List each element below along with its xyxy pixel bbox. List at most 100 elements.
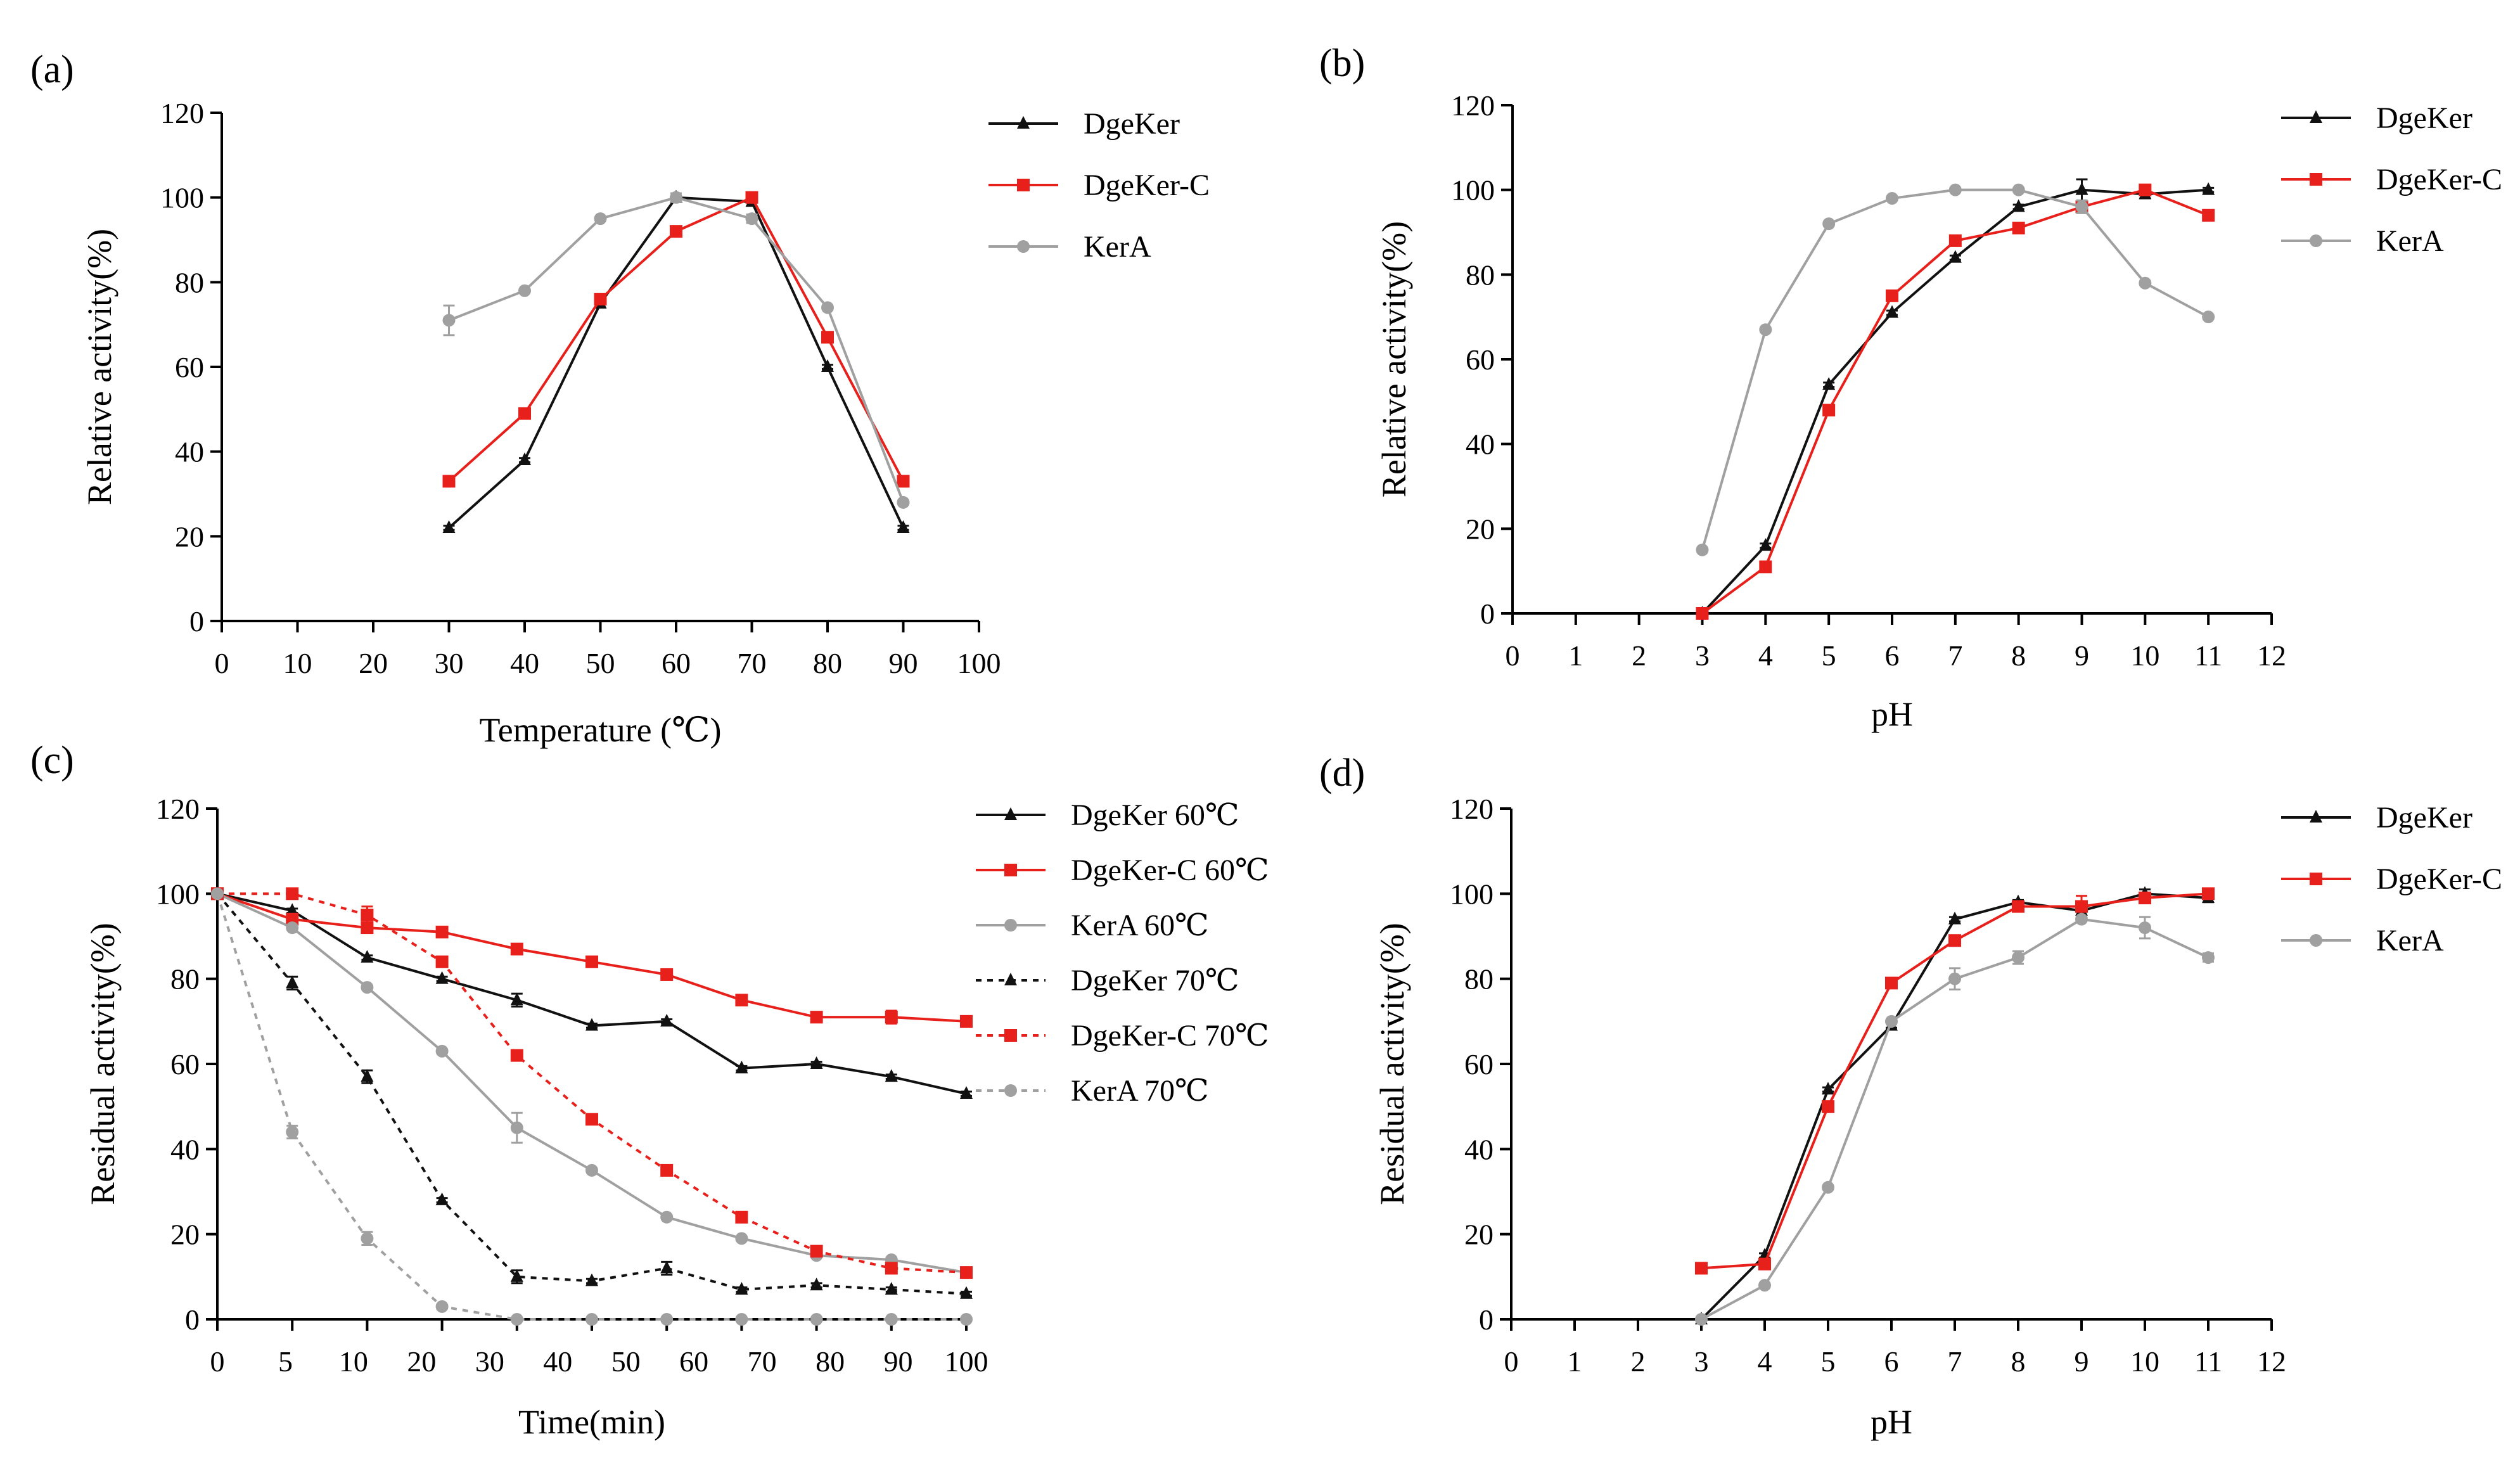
y-tick-label: 60	[1464, 1048, 1493, 1080]
data-point	[1759, 560, 1772, 573]
data-point	[1695, 1313, 1708, 1326]
x-tick-label: 90	[889, 647, 918, 679]
y-tick-label: 120	[1450, 793, 1493, 825]
series-dgeker-c	[442, 191, 910, 488]
legend-marker	[2310, 234, 2322, 247]
data-point	[361, 981, 374, 994]
series-line	[448, 196, 905, 529]
data-point	[2012, 199, 2025, 212]
legend-label: DgeKer-C	[1084, 169, 1210, 202]
x-tick-label: 80	[815, 1345, 845, 1378]
data-point	[1759, 323, 1772, 336]
y-tick-label: 60	[175, 351, 204, 383]
legend-marker	[2310, 873, 2322, 885]
series-line	[216, 893, 967, 1295]
x-axis-label: Temperature (℃)	[480, 711, 722, 749]
series-dgeker-c-70	[211, 887, 973, 1279]
data-point	[1822, 377, 1836, 390]
data-point	[2202, 208, 2215, 222]
data-point	[1948, 250, 1962, 263]
x-tick-label: 10	[339, 1345, 368, 1378]
series-line	[217, 892, 967, 1274]
legend-marker	[1017, 179, 1030, 191]
series-dgeker-70	[211, 886, 973, 1299]
legend-marker	[2310, 810, 2322, 823]
series-line	[448, 196, 905, 482]
y-tick-label: 0	[1480, 598, 1495, 630]
x-tick-label: 30	[475, 1345, 504, 1378]
y-tick-label: 120	[156, 793, 200, 825]
legend-label: DgeKer	[1084, 107, 1180, 141]
series-dgeker-c-60	[211, 887, 973, 1028]
x-tick-label: 0	[1504, 1345, 1519, 1378]
x-tick-label: 100	[945, 1345, 988, 1378]
data-point	[435, 1044, 449, 1058]
series-dgeker-c	[1695, 887, 2215, 1275]
y-axis-label: Relative activity(%)	[80, 229, 118, 505]
series-kera-70	[211, 887, 973, 1326]
legend-entry: DgeKer 70℃	[976, 964, 1239, 997]
y-tick-label: 80	[170, 963, 200, 996]
legend-marker	[1017, 116, 1030, 129]
data-point	[810, 1056, 823, 1069]
data-point	[810, 1245, 823, 1258]
panel-label: (a)	[30, 48, 74, 91]
panel-label: (b)	[1319, 42, 1365, 85]
y-tick-label: 60	[1466, 343, 1495, 376]
y-tick-label: 100	[1450, 878, 1493, 910]
data-point	[810, 1011, 823, 1024]
data-point	[810, 1313, 823, 1326]
y-tick-label: 20	[175, 520, 204, 553]
data-point	[1758, 1279, 1771, 1292]
x-tick-label: 30	[435, 647, 464, 679]
x-tick-label: 100	[957, 647, 1001, 679]
data-point	[885, 1011, 898, 1024]
x-tick-label: 1	[1568, 1345, 1582, 1378]
data-point	[670, 191, 682, 204]
legend-entry: DgeKer-C 70℃	[976, 1019, 1269, 1053]
x-tick-label: 8	[2011, 1345, 2026, 1378]
x-axis-label: pH	[1871, 695, 1913, 733]
y-axis-label: Relative activity(%)	[1375, 221, 1413, 497]
legend-label: KerA	[2376, 924, 2444, 957]
x-tick-label: 12	[2257, 639, 2286, 672]
y-tick-label: 60	[170, 1048, 200, 1080]
data-point	[1696, 607, 1709, 620]
data-point	[585, 1273, 598, 1286]
data-point	[735, 1060, 748, 1073]
data-point	[2075, 200, 2088, 214]
data-point	[745, 191, 758, 204]
data-point	[735, 994, 748, 1007]
data-point	[2075, 182, 2088, 195]
legend-label: DgeKer 70℃	[1071, 964, 1239, 997]
panel-a: (a) 0 20 40 60 80 100 120 0 10 20 30 40 50 60 70 80 90 100…	[30, 48, 1210, 749]
data-point	[442, 314, 456, 327]
legend-label: DgeKer-C	[2376, 862, 2502, 896]
legend-entry: DgeKer	[988, 107, 1180, 141]
data-point	[670, 225, 682, 238]
data-point	[735, 1313, 748, 1326]
series-kera-60	[211, 887, 973, 1279]
data-point	[885, 1313, 898, 1326]
legend-entry: KerA	[2281, 224, 2444, 258]
data-point	[735, 1281, 748, 1295]
data-point	[2139, 276, 2152, 290]
data-point	[660, 1163, 674, 1177]
y-tick-label: 120	[1451, 89, 1495, 122]
data-point	[660, 1210, 674, 1224]
data-point	[960, 1313, 973, 1326]
legend-label: KerA	[1084, 230, 1151, 264]
x-tick-label: 5	[1822, 639, 1836, 672]
series-line	[1701, 892, 2209, 1270]
x-tick-label: 2	[1632, 639, 1646, 672]
legend-entry: DgeKer-C	[2281, 862, 2502, 896]
series-dgeker-c	[1696, 183, 2215, 620]
y-tick-label: 0	[185, 1303, 200, 1336]
legend-label: DgeKer-C	[2376, 163, 2502, 196]
data-point	[211, 887, 224, 900]
data-point	[518, 452, 531, 466]
data-point	[585, 955, 598, 968]
data-point	[435, 955, 449, 968]
data-point	[510, 1269, 523, 1282]
data-point	[286, 975, 299, 989]
